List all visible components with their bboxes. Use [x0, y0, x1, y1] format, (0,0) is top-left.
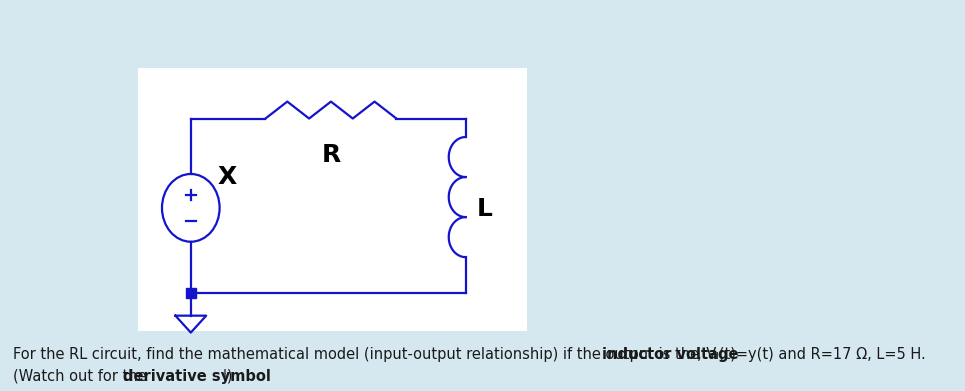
FancyBboxPatch shape — [138, 68, 527, 331]
Text: , Vₗ(t)=y(t) and R=17 Ω, L=5 H.: , Vₗ(t)=y(t) and R=17 Ω, L=5 H. — [697, 347, 925, 362]
Text: X: X — [218, 165, 237, 189]
Text: L: L — [478, 197, 493, 221]
Text: R: R — [321, 143, 341, 167]
Text: For the RL circuit, find the mathematical model (input-output relationship) if t: For the RL circuit, find the mathematica… — [13, 347, 703, 362]
Text: derivative symbol: derivative symbol — [123, 369, 270, 384]
Text: (Watch out for the: (Watch out for the — [13, 369, 151, 384]
Text: inductor voltage: inductor voltage — [602, 347, 738, 362]
Text: !): !) — [222, 369, 234, 384]
